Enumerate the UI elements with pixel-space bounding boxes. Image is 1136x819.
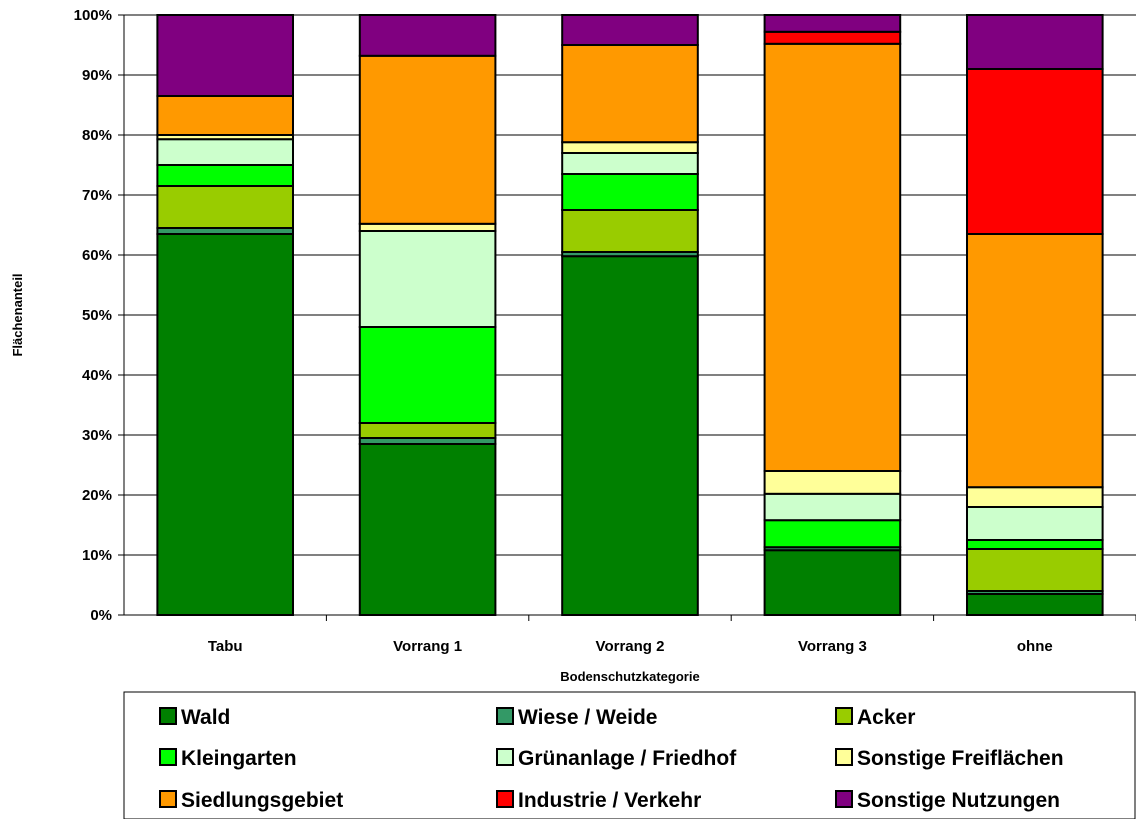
legend-swatch [836,749,852,765]
bar-segment [157,15,293,96]
legend-label: Grünanlage / Friedhof [518,747,737,770]
y-tick-labels: 0% 10% 20% 30% 40% 50% 60% 70% 80% 90% 100% [74,7,112,624]
bar-segment [562,256,698,615]
bar-segment [765,32,901,44]
bar-segment [967,507,1103,540]
legend-swatch [497,749,513,765]
bar-segment [157,186,293,228]
legend-swatch [160,708,176,724]
legend: Wald Wiese / Weide Acker Kleingarten Grünanl… [124,692,1135,819]
legend-swatch [836,791,852,807]
legend-label: Sonstige Nutzungen [857,789,1060,812]
legend-swatch [160,749,176,765]
y-tick-label: 0% [90,607,112,624]
bar-segment [967,594,1103,615]
bar-segment [157,165,293,186]
x-tick-label: Vorrang 2 [596,638,665,655]
y-tick-label: 90% [82,67,112,84]
legend-swatch [497,708,513,724]
legend-label: Kleingarten [181,747,297,770]
bar-segment [562,210,698,252]
x-tick-label: Vorrang 3 [798,638,867,655]
bar-segment [765,44,901,471]
x-axis-label: Bodenschutzkategorie [560,669,699,684]
x-tick-label: Vorrang 1 [393,638,462,655]
y-axis-label: Flächenanteil [10,273,25,356]
bar-segment [765,471,901,494]
legend-label: Wiese / Weide [518,706,657,729]
y-tick-label: 100% [74,7,112,24]
bar-segment [562,174,698,210]
bar-segment [360,15,496,56]
y-tick-label: 10% [82,547,112,564]
y-tick-label: 70% [82,187,112,204]
legend-label: Industrie / Verkehr [518,789,701,812]
bar-segment [360,423,496,438]
legend-swatch [497,791,513,807]
bar-segment [360,224,496,231]
y-tick-label: 30% [82,427,112,444]
legend-label: Siedlungsgebiet [181,789,343,812]
x-tick-label: Tabu [208,638,243,655]
legend-swatch [836,708,852,724]
bar-segment [562,153,698,174]
y-tick-label: 60% [82,247,112,264]
bar-segment [562,45,698,142]
x-tick-label: ohne [1017,638,1053,655]
bar-segment [562,142,698,153]
y-tick-label: 20% [82,487,112,504]
legend-label: Wald [181,706,230,729]
legend-label: Acker [857,706,915,729]
y-tick-label: 40% [82,367,112,384]
x-tick-labels: Tabu Vorrang 1 Vorrang 2 Vorrang 3 ohne [208,638,1053,655]
bar-segment [765,520,901,547]
bar-segment [967,15,1103,69]
bar-segment [360,231,496,327]
bar-segment [967,549,1103,591]
bar-segment [967,540,1103,549]
y-tick-label: 80% [82,127,112,144]
bar-segment [360,56,496,224]
y-tick-label: 50% [82,307,112,324]
legend-label: Sonstige Freiflächen [857,747,1064,770]
bar-segment [360,444,496,615]
bar-segment [157,96,293,135]
bar-segment [765,550,901,615]
bar-segment [765,494,901,520]
bar-segment [967,234,1103,487]
bar-segment [562,15,698,45]
bar-segment [360,327,496,423]
bar-segment [967,487,1103,507]
bar-segment [765,15,901,32]
bar-segment [157,234,293,615]
legend-swatch [160,791,176,807]
bar-segment [157,139,293,165]
bar-segment [967,69,1103,234]
